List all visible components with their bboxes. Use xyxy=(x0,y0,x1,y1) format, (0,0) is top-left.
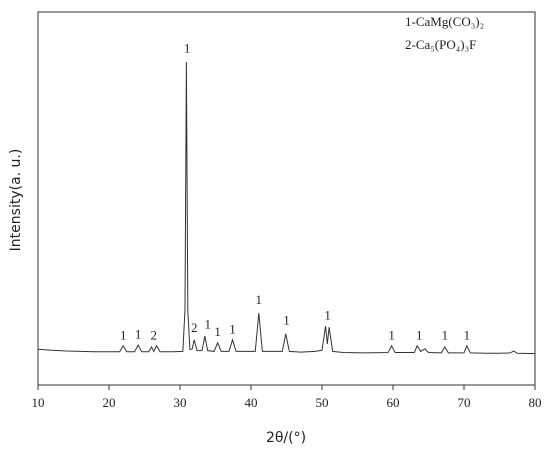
peak-label: 1 xyxy=(256,292,263,307)
peak-label: 1 xyxy=(120,327,127,342)
peak-label: 1 xyxy=(204,316,211,331)
peak-label: 1 xyxy=(283,313,290,328)
x-tick-label: 80 xyxy=(529,395,542,410)
key-entry: 2-Ca₅(PO₄)₃F xyxy=(405,37,476,52)
key-entry: 1-CaMg(CO₃)₂ xyxy=(405,14,484,29)
x-tick-label: 20 xyxy=(103,395,116,410)
peak-label: 1 xyxy=(229,322,236,337)
x-axis-label: 2θ/(°) xyxy=(266,430,306,446)
x-tick-label: 60 xyxy=(387,395,400,410)
peak-label: 1 xyxy=(416,327,423,342)
peak-label: 1 xyxy=(214,324,221,339)
peak-label: 1 xyxy=(324,308,331,323)
x-tick-label: 30 xyxy=(174,395,187,410)
peak-label: 1 xyxy=(184,40,191,55)
x-tick-label: 70 xyxy=(458,395,471,410)
y-axis-label: Intensity(a. u.) xyxy=(8,149,24,252)
data-line xyxy=(37,61,536,355)
peak-label: 1 xyxy=(442,327,449,342)
peak-label: 1 xyxy=(388,327,395,342)
x-tick-label: 10 xyxy=(32,395,45,410)
peak-label: 2 xyxy=(150,327,157,342)
peak-label: 1 xyxy=(135,326,142,341)
peak-label: 2 xyxy=(191,320,198,335)
peak-label: 1 xyxy=(464,327,471,342)
x-tick-label: 40 xyxy=(245,395,258,410)
x-tick-label: 50 xyxy=(316,395,329,410)
plot-frame xyxy=(37,11,536,386)
